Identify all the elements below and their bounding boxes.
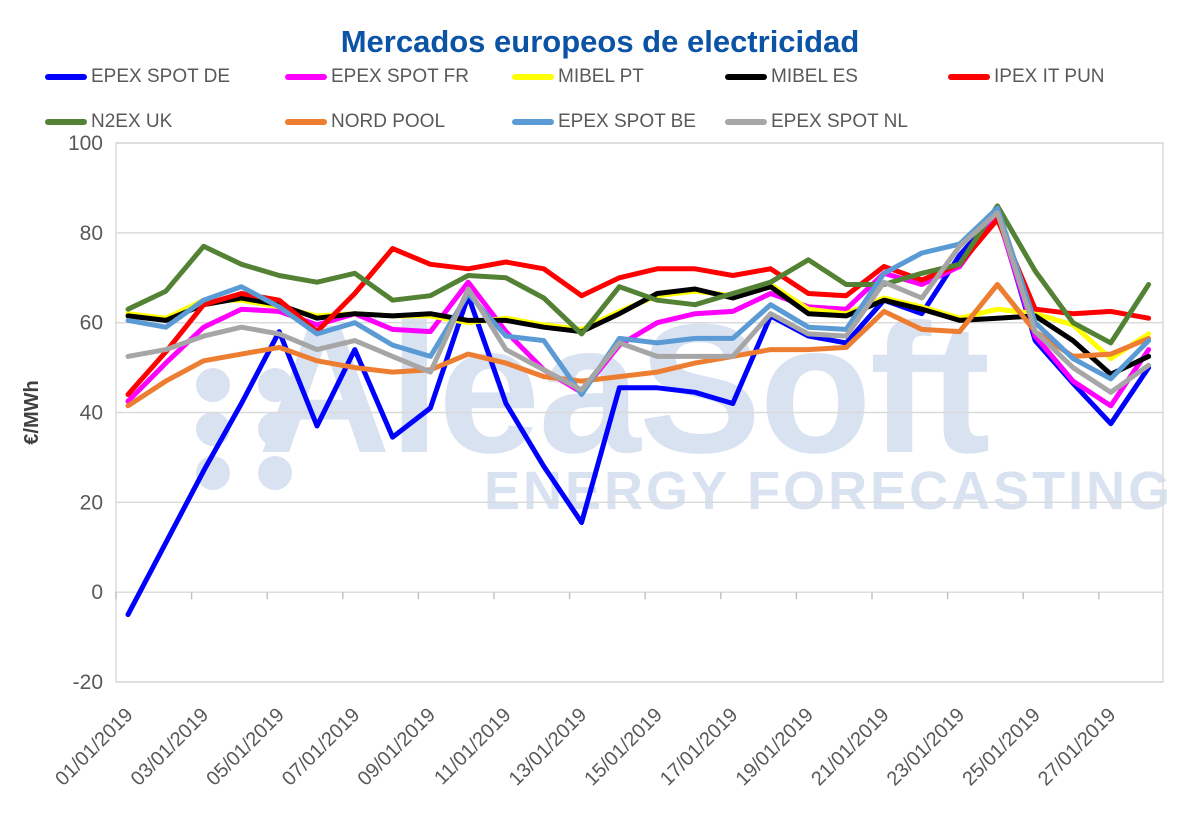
x-axis-tick-label: 19/01/2019 — [732, 704, 818, 790]
y-axis-tick-label: 100 — [68, 132, 103, 155]
x-axis-tick-label: 27/01/2019 — [1034, 704, 1120, 790]
plot-border — [115, 142, 1164, 683]
legend-line-swatch — [512, 74, 554, 80]
x-axis-tick-label: 11/01/2019 — [430, 704, 515, 789]
series-line-epex-spot-nl — [125, 210, 1152, 395]
x-axis-tick-label: 03/01/2019 — [127, 704, 213, 790]
y-axis-tick-label: 20 — [80, 491, 103, 514]
legend-item-epex-spot-be: EPEX SPOT BE — [512, 109, 696, 135]
legend-line-swatch — [45, 74, 87, 80]
y-axis-tick-label: -20 — [73, 671, 103, 694]
chart-title: Mercados europeos de electricidad — [340, 24, 860, 59]
legend-label: EPEX SPOT NL — [771, 111, 908, 132]
legend-line-swatch — [725, 119, 767, 125]
y-axis-tick-label: 0 — [91, 581, 103, 604]
series-line-ipex-it-pun — [125, 216, 1152, 397]
legend-label: N2EX UK — [91, 111, 173, 132]
legend-item-epex-spot-nl: EPEX SPOT NL — [725, 109, 908, 135]
legend-label: NORD POOL — [331, 111, 446, 132]
legend-label: EPEX SPOT FR — [331, 66, 469, 87]
legend-line-swatch — [45, 119, 87, 125]
x-axis-tick-label: 07/01/2019 — [278, 704, 364, 790]
legend-label: MIBEL ES — [771, 66, 858, 87]
legend-line-swatch — [285, 119, 327, 125]
legend-label: MIBEL PT — [558, 66, 644, 87]
legend-item-epex-spot-de: EPEX SPOT DE — [45, 64, 230, 90]
x-axis-tick-label: 25/01/2019 — [958, 704, 1044, 790]
x-axis-tick-label: 09/01/2019 — [354, 704, 440, 790]
series-line-epex-spot-be — [125, 205, 1152, 397]
legend-line-swatch — [948, 74, 990, 80]
legend-item-nord-pool: NORD POOL — [285, 109, 445, 135]
legend-line-swatch — [285, 74, 327, 80]
y-axis-tick-label: 60 — [80, 312, 103, 335]
legend-item-epex-spot-fr: EPEX SPOT FR — [285, 64, 469, 90]
series-line-n2ex-uk — [125, 203, 1152, 346]
x-axis-tick-label: 15/01/2019 — [580, 704, 666, 790]
x-axis-tick-label: 01/01/2019 — [51, 704, 137, 790]
legend-item-n2ex-uk: N2EX UK — [45, 109, 172, 135]
legend-item-ipex-it-pun: IPEX IT PUN — [948, 64, 1105, 90]
y-axis-tick-label: 80 — [80, 222, 103, 245]
legend-label: EPEX SPOT DE — [91, 66, 231, 87]
x-axis-tick-label: 21/01/2019 — [807, 704, 893, 790]
series-line-nord-pool — [125, 282, 1152, 409]
legend-item-mibel-pt: MIBEL PT — [512, 64, 644, 90]
legend-label: EPEX SPOT BE — [558, 111, 696, 132]
legend-item-mibel-es: MIBEL ES — [725, 64, 858, 90]
legend-label: IPEX IT PUN — [994, 66, 1105, 87]
x-axis-tick-label: 05/01/2019 — [202, 704, 288, 790]
legend-line-swatch — [512, 119, 554, 125]
series-line-mibel-es — [125, 284, 1152, 377]
x-axis-tick-label: 17/01/2019 — [656, 704, 742, 790]
x-axis-tick-label: 13/01/2019 — [505, 704, 591, 790]
legend-line-swatch — [725, 74, 767, 80]
x-axis-tick-label: 23/01/2019 — [883, 704, 969, 790]
y-axis-tick-label: 40 — [80, 402, 103, 425]
y-axis-title: €/MWh — [21, 380, 43, 444]
